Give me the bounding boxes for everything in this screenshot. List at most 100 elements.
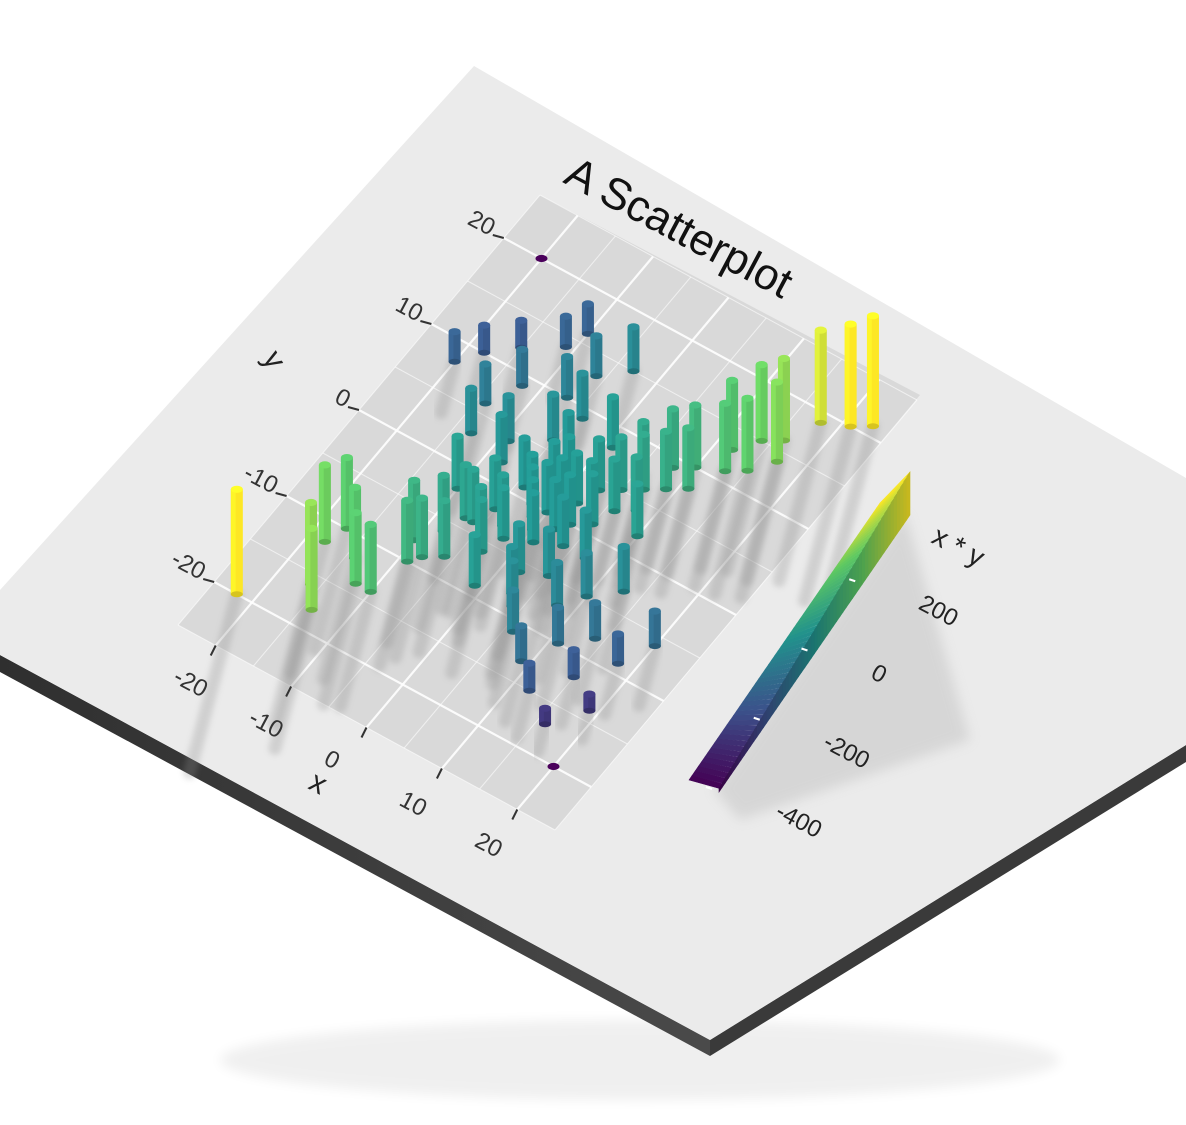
point-column-highlight bbox=[547, 394, 553, 441]
legend-tick-mark bbox=[848, 578, 856, 583]
point-cap bbox=[523, 659, 536, 667]
point-cap bbox=[541, 458, 554, 467]
point-column-highlight bbox=[305, 528, 311, 610]
scatter-point bbox=[465, 384, 478, 437]
point-base bbox=[552, 640, 565, 647]
point-cap bbox=[548, 437, 561, 446]
scatter-point bbox=[583, 690, 596, 714]
point-column-highlight bbox=[612, 633, 617, 664]
point-base bbox=[612, 660, 625, 667]
legend-colorbar-side bbox=[836, 587, 841, 623]
point-column-highlight bbox=[660, 431, 665, 490]
point-shadow bbox=[575, 704, 596, 746]
point-cap bbox=[590, 332, 603, 340]
point-column-highlight bbox=[589, 602, 594, 639]
point-base bbox=[608, 508, 621, 515]
point-column-highlight bbox=[465, 388, 470, 434]
point-column-highlight bbox=[557, 497, 562, 547]
point-base bbox=[589, 635, 602, 642]
scatter-point bbox=[230, 485, 243, 598]
point-cap bbox=[543, 525, 555, 533]
point-cap bbox=[563, 433, 576, 441]
scatter-point bbox=[318, 461, 331, 545]
point-cap bbox=[549, 475, 562, 484]
point-base bbox=[478, 349, 491, 356]
y-tick-mark bbox=[202, 578, 215, 583]
point-cap bbox=[561, 352, 574, 361]
point-cap bbox=[579, 506, 592, 514]
point-shadow bbox=[598, 657, 625, 721]
point-base bbox=[631, 533, 644, 540]
point-cap bbox=[230, 485, 243, 493]
point-cap bbox=[627, 323, 640, 331]
point-base bbox=[627, 368, 640, 375]
point-shadow bbox=[487, 625, 520, 710]
point-base bbox=[866, 423, 879, 430]
scatter-point bbox=[590, 332, 603, 380]
point-column-highlight bbox=[527, 492, 533, 543]
legend-shadow bbox=[714, 513, 970, 820]
scatter-point bbox=[516, 345, 529, 389]
point-cap bbox=[416, 494, 429, 502]
point-base bbox=[660, 486, 673, 493]
point-base bbox=[364, 588, 377, 595]
point-column-highlight bbox=[515, 625, 521, 662]
point-cap bbox=[586, 457, 599, 465]
point-cap bbox=[513, 520, 526, 528]
point-cap bbox=[515, 316, 528, 324]
legend-colorbar-side bbox=[890, 497, 895, 544]
point-column-highlight bbox=[741, 398, 747, 471]
point-base bbox=[559, 344, 572, 350]
point-cap bbox=[606, 393, 619, 401]
point-base bbox=[576, 415, 589, 422]
point-base bbox=[682, 485, 695, 492]
legend-colorbar-side bbox=[884, 508, 889, 553]
legend-colorbar-segment bbox=[723, 724, 758, 731]
point-cap bbox=[479, 360, 492, 368]
point-cap bbox=[617, 542, 630, 551]
scatter-point bbox=[648, 607, 661, 650]
point-column-highlight bbox=[755, 364, 761, 441]
point-base bbox=[567, 674, 580, 681]
point-column-highlight bbox=[416, 498, 421, 558]
scatter-point bbox=[305, 524, 318, 613]
point-column-highlight bbox=[318, 464, 324, 542]
point-base bbox=[557, 543, 570, 550]
point-column-highlight bbox=[497, 487, 503, 539]
point-cap bbox=[468, 531, 481, 539]
legend-colorbar-side bbox=[855, 555, 860, 595]
point-cap bbox=[814, 326, 827, 334]
point-base bbox=[349, 580, 362, 587]
point-cap bbox=[349, 509, 362, 517]
point-cap bbox=[527, 476, 540, 484]
point-base bbox=[561, 394, 574, 401]
point-column-highlight bbox=[552, 607, 557, 644]
point-column-highlight bbox=[479, 364, 485, 404]
point-cap bbox=[660, 427, 673, 435]
point-cap bbox=[567, 646, 580, 654]
point-column-highlight bbox=[581, 303, 587, 334]
point-cap bbox=[589, 599, 602, 607]
point-base bbox=[814, 419, 827, 426]
point-cap bbox=[648, 607, 661, 615]
point-cap bbox=[547, 390, 560, 398]
point-column-highlight bbox=[523, 663, 529, 691]
scatter-point bbox=[627, 323, 640, 375]
point-column-highlight bbox=[448, 331, 454, 362]
legend-colorbar-side bbox=[849, 566, 854, 604]
point-cap bbox=[612, 630, 625, 638]
point-column-highlight bbox=[606, 396, 612, 448]
point-column-highlight bbox=[489, 457, 495, 510]
legend-colorbar-side bbox=[804, 640, 809, 669]
point-cap bbox=[556, 454, 569, 462]
point-shadow bbox=[510, 684, 536, 744]
point-cap bbox=[364, 520, 377, 529]
point-cap bbox=[741, 394, 754, 402]
point-column-highlight bbox=[559, 316, 565, 347]
x-tick-mark bbox=[285, 686, 292, 697]
point-base bbox=[318, 538, 331, 545]
scatter-point bbox=[576, 369, 589, 422]
legend-colorbar-side bbox=[906, 471, 911, 521]
point-cap bbox=[507, 586, 520, 594]
point-shadow bbox=[688, 464, 732, 594]
